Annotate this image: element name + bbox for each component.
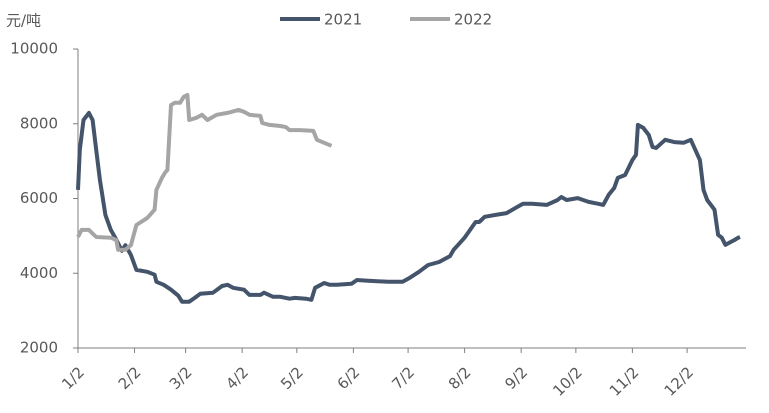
y-tick-label: 8000 (20, 114, 58, 132)
x-tick-label: 9/2 (501, 363, 531, 393)
x-tick-label: 6/2 (334, 363, 364, 393)
y-axis-unit: 元/吨 (6, 12, 41, 30)
x-tick-label: 7/2 (388, 363, 418, 393)
x-tick-label: 1/2 (58, 363, 88, 393)
x-tick-label: 3/2 (166, 363, 196, 393)
x-tick-label: 5/2 (277, 363, 307, 393)
y-tick-label: 2000 (20, 339, 58, 357)
legend-label: 2021 (324, 11, 362, 29)
series-line (76, 110, 741, 304)
x-tick-label: 11/2 (606, 363, 643, 400)
y-tick-label: 10000 (10, 40, 58, 58)
x-tick-label: 2/2 (115, 363, 145, 393)
x-tick-label: 10/2 (549, 363, 586, 400)
x-tick-label: 8/2 (445, 363, 475, 393)
x-tick-label: 4/2 (222, 363, 252, 393)
y-tick-label: 4000 (20, 264, 58, 282)
x-tick-label: 12/2 (661, 363, 698, 400)
series-line (76, 93, 333, 252)
legend-label: 2022 (454, 11, 492, 29)
y-tick-label: 6000 (20, 189, 58, 207)
